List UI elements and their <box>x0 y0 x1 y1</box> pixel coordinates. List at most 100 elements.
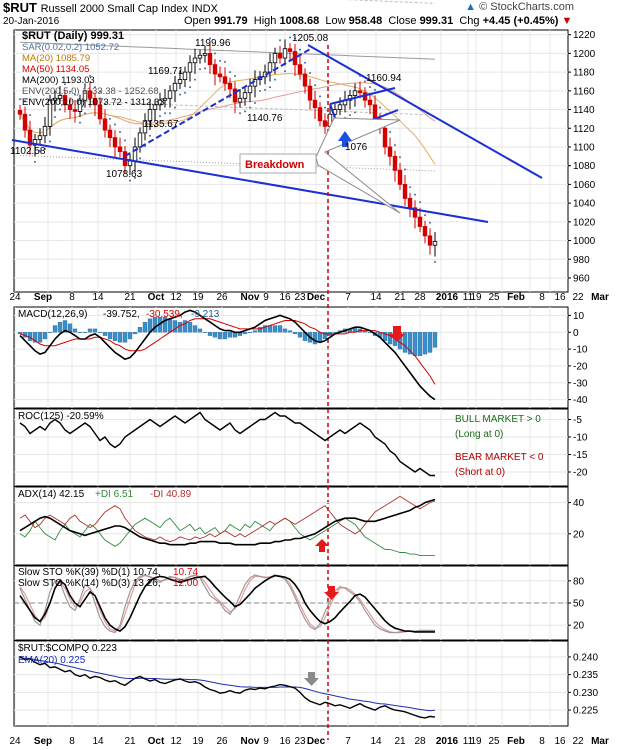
candle-body <box>237 97 243 103</box>
candle-body <box>127 160 133 167</box>
candle-body <box>307 85 313 101</box>
candle-body <box>47 99 53 127</box>
x-axis-label: 26 <box>216 292 228 303</box>
x-axis-label-bottom: 12 <box>170 736 182 747</box>
sar-dot <box>89 74 91 77</box>
sar-dot <box>354 111 356 114</box>
candle-body <box>77 99 83 112</box>
candle-body <box>142 120 148 134</box>
sar-dot <box>184 91 186 94</box>
macd-signal-value: -30.539, <box>146 309 183 320</box>
bull-market-note: (Long at 0) <box>455 429 503 440</box>
macd-line <box>19 309 436 401</box>
y-tick-label: 10 <box>573 311 585 322</box>
env10-lower-line <box>19 155 436 172</box>
macd-histogram-bar <box>62 320 68 333</box>
brand-link[interactable]: ▲ © StockCharts.com <box>465 1 574 13</box>
macd-histogram-bar <box>217 332 223 340</box>
adx-line <box>19 498 436 546</box>
x-axis-label-bottom: 19 <box>192 736 204 747</box>
macd-histogram-bar <box>207 332 213 336</box>
sar-dot <box>424 214 426 217</box>
macd-histogram-bar <box>37 332 43 343</box>
sto39-k-line <box>19 574 435 633</box>
candle-body <box>317 107 323 122</box>
macd-histogram-bar <box>422 332 428 355</box>
y-tick-label: 0.230 <box>573 688 598 699</box>
candle-body <box>412 207 418 218</box>
falling-trendline <box>307 44 543 179</box>
x-axis-label-bottom: 8 <box>69 736 75 747</box>
sar-dot <box>434 261 436 264</box>
open-value: 991.79 <box>213 15 248 27</box>
y-tick-label: 1100 <box>573 142 595 153</box>
macd-histogram-bar <box>182 320 188 333</box>
sar-dot <box>364 80 366 83</box>
macd-histogram-bar <box>47 332 53 333</box>
y-tick-label: 0 <box>573 328 579 339</box>
y-tick-label: -15 <box>573 450 588 461</box>
plus-di-line <box>19 517 435 557</box>
y-tick-label: 1120 <box>573 124 595 135</box>
macd-histogram-bar <box>312 332 318 345</box>
sar-dot <box>54 116 56 119</box>
candle-body <box>417 216 423 227</box>
macd-histogram-bar <box>257 327 263 333</box>
candle-body <box>152 104 158 110</box>
chg-label: Chg <box>459 15 480 27</box>
candle-body <box>227 82 233 90</box>
sar-dot <box>169 112 171 115</box>
x-axis-label: 21 <box>124 292 136 303</box>
candle-body <box>397 169 403 185</box>
sar-dot <box>159 115 161 118</box>
sto14-k-line <box>19 574 435 634</box>
macd-histogram-bar <box>187 321 193 333</box>
candle-body <box>242 92 248 99</box>
candle-body <box>32 139 38 146</box>
x-axis-label: 25 <box>488 292 500 303</box>
x-axis-label: 2016 <box>436 292 459 303</box>
price-annotation: 1102.58 <box>10 146 46 157</box>
macd-histogram-bar <box>262 325 268 333</box>
macd-histogram-bar <box>412 332 418 356</box>
candle-body <box>337 104 343 110</box>
candle-body <box>112 137 118 148</box>
sar-dot <box>209 37 211 40</box>
low-label: Low <box>325 15 346 27</box>
y-tick-label: 1180 <box>573 68 595 79</box>
price-annotation: 1078.63 <box>106 169 143 180</box>
x-axis-label-bottom: 21 <box>124 736 136 747</box>
sar-dot <box>104 102 106 105</box>
candle-body <box>37 135 43 140</box>
x-axis-label-bottom: Feb <box>507 736 525 747</box>
sar-dot <box>214 52 216 55</box>
sar-dot <box>79 121 81 124</box>
sar-dot <box>279 39 281 42</box>
candle-body <box>427 235 433 246</box>
sar-dot <box>204 67 206 70</box>
macd-value: -39.752, <box>103 309 140 320</box>
sar-dot <box>84 112 86 115</box>
price-annotation: 1169.71 <box>148 66 184 77</box>
sar-dot <box>164 112 166 115</box>
candle-body <box>107 129 113 139</box>
x-axis-label: 8 <box>69 292 75 303</box>
candle-body <box>137 132 143 148</box>
down-arrow-icon <box>324 586 339 600</box>
sar-dot <box>124 139 126 142</box>
sar-dot <box>284 70 286 73</box>
roc-line <box>19 411 435 477</box>
x-axis-label: 24 <box>9 292 21 303</box>
y-tick-label: 1020 <box>573 217 596 228</box>
candle-body <box>282 48 288 59</box>
price-legend-item: MA(20) 1085.79 <box>22 53 90 64</box>
x-axis-label: Mar <box>591 292 609 303</box>
candle-body <box>27 129 33 146</box>
x-axis-label-bottom: 19 <box>470 736 482 747</box>
sar-dot <box>114 123 116 126</box>
price-legend-item: SAR(0.02,0.2) 1052.72 <box>22 42 119 53</box>
candle-body <box>322 120 328 127</box>
down-arrow-icon <box>389 326 405 342</box>
sto39-d-value: 10.74 <box>173 567 198 578</box>
